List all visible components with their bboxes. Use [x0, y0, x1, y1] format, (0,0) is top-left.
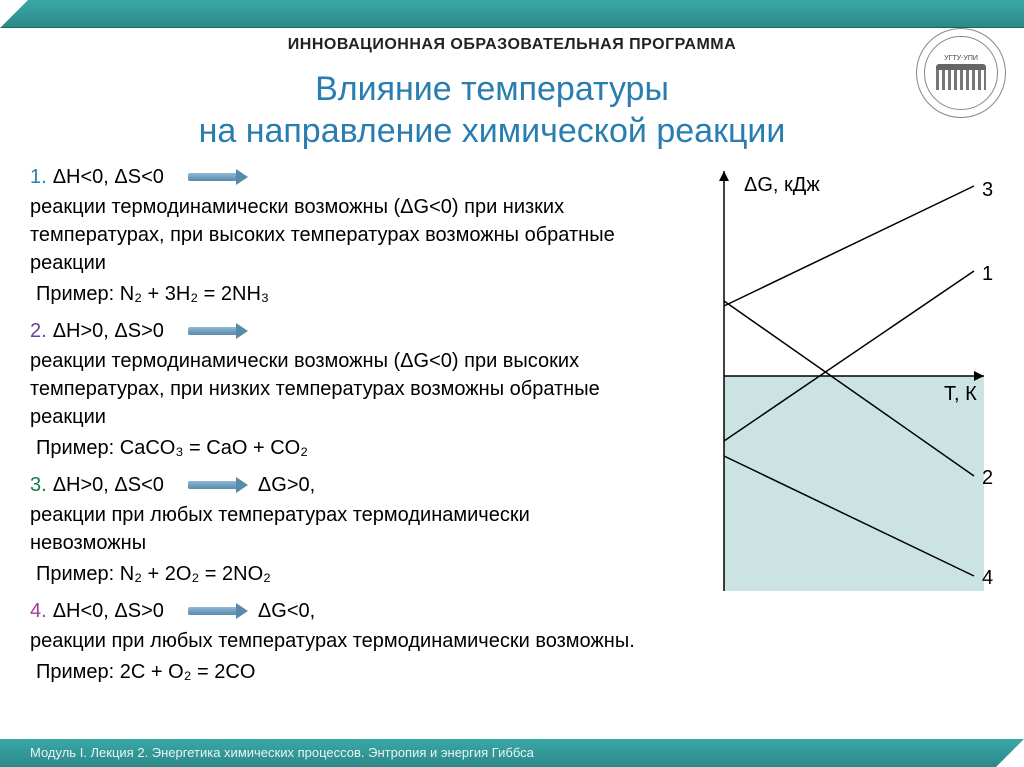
footer-bar: Модуль I. Лекция 2. Энергетика химически… — [0, 739, 1024, 767]
case-number: 4. — [30, 600, 47, 623]
logo-text: УГТУ-УПИ — [944, 55, 978, 62]
case-body: реакции при любых температурах термодина… — [30, 501, 650, 557]
case-1: 1. ΔH<0, ΔS<0 реакции термодинамически воз… — [30, 166, 650, 306]
case-conditions: ΔH>0, ΔS<0 — [53, 474, 164, 497]
chart-line-label-4: 4 — [982, 567, 993, 589]
shaded-region — [724, 376, 984, 591]
x-axis-label: T, К — [944, 383, 977, 405]
header-bar — [0, 0, 1024, 28]
arrow-icon — [188, 171, 248, 183]
chart-line-label-1: 1 — [982, 263, 993, 285]
case-head: 3. ΔH>0, ΔS<0 ΔG>0, — [30, 474, 650, 497]
chart-line-label-2: 2 — [982, 467, 993, 489]
program-title: ИННОВАЦИОННАЯ ОБРАЗОВАТЕЛЬНАЯ ПРОГРАММА — [0, 36, 1024, 54]
logo-inner: УГТУ-УПИ — [924, 36, 998, 110]
footer-text: Модуль I. Лекция 2. Энергетика химически… — [30, 745, 534, 760]
case-4: 4. ΔH<0, ΔS>0 ΔG<0, реакции при любых темпе… — [30, 600, 650, 684]
case-3: 3. ΔH>0, ΔS<0 ΔG>0, реакции при любых темпе… — [30, 474, 650, 586]
header-decor — [0, 0, 28, 28]
chart-line-3 — [724, 186, 974, 306]
footer-decor — [996, 739, 1024, 767]
content-area: 1. ΔH<0, ΔS<0 реакции термодинамически воз… — [30, 166, 1014, 733]
arrow-icon — [188, 325, 248, 337]
logo: УГТУ-УПИ — [916, 28, 1006, 118]
case-head: 1. ΔH<0, ΔS<0 — [30, 166, 650, 189]
case-result: ΔG<0, — [258, 600, 315, 623]
case-example: Пример: 2C + O₂ = 2CO — [36, 661, 650, 684]
case-conditions: ΔH>0, ΔS>0 — [53, 320, 164, 343]
case-2: 2. ΔH>0, ΔS>0 реакции термодинамически воз… — [30, 320, 650, 460]
arrow-icon — [188, 605, 248, 617]
case-number: 2. — [30, 320, 47, 343]
gibbs-chart: ΔG, кДж T, К 3 1 2 4 — [674, 156, 1004, 596]
case-example: Пример: N₂ + 3H₂ = 2NH₃ — [36, 283, 650, 306]
case-body: реакции при любых температурах термодина… — [30, 627, 650, 655]
case-example: Пример: CaCO₃ = CaO + CO₂ — [36, 437, 650, 460]
y-axis-label: ΔG, кДж — [744, 174, 820, 196]
logo-building-icon — [936, 64, 986, 90]
case-body: реакции термодинамически возможны (ΔG<0)… — [30, 193, 650, 277]
arrow-icon — [188, 479, 248, 491]
case-head: 2. ΔH>0, ΔS>0 — [30, 320, 650, 343]
y-axis-arrow-icon — [719, 171, 729, 181]
case-head: 4. ΔH<0, ΔS>0 ΔG<0, — [30, 600, 650, 623]
case-number: 3. — [30, 474, 47, 497]
case-example: Пример: N₂ + 2O₂ = 2NO₂ — [36, 563, 650, 586]
case-result: ΔG>0, — [258, 474, 315, 497]
case-conditions: ΔH<0, ΔS>0 — [53, 600, 164, 623]
cases-column: 1. ΔH<0, ΔS<0 реакции термодинамически воз… — [30, 166, 650, 698]
chart-line-label-3: 3 — [982, 179, 993, 201]
case-number: 1. — [30, 166, 47, 189]
case-body: реакции термодинамически возможны (ΔG<0)… — [30, 347, 650, 431]
chart-container: ΔG, кДж T, К 3 1 2 4 — [674, 156, 1004, 606]
slide-title: Влияние температурына направление химиче… — [40, 68, 944, 152]
case-conditions: ΔH<0, ΔS<0 — [53, 166, 164, 189]
